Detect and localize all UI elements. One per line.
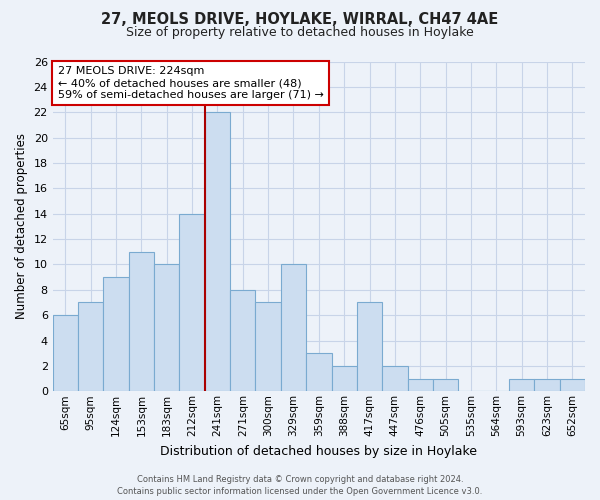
Bar	[281, 264, 306, 392]
Bar	[357, 302, 382, 392]
Text: Contains HM Land Registry data © Crown copyright and database right 2024.
Contai: Contains HM Land Registry data © Crown c…	[118, 475, 482, 496]
X-axis label: Distribution of detached houses by size in Hoylake: Distribution of detached houses by size …	[160, 444, 478, 458]
Bar	[103, 277, 129, 392]
Bar	[154, 264, 179, 392]
Bar	[535, 378, 560, 392]
Bar	[509, 378, 535, 392]
Bar	[560, 378, 585, 392]
Text: 27 MEOLS DRIVE: 224sqm
← 40% of detached houses are smaller (48)
59% of semi-det: 27 MEOLS DRIVE: 224sqm ← 40% of detached…	[58, 66, 324, 100]
Text: Size of property relative to detached houses in Hoylake: Size of property relative to detached ho…	[126, 26, 474, 39]
Y-axis label: Number of detached properties: Number of detached properties	[15, 134, 28, 320]
Bar	[433, 378, 458, 392]
Bar	[230, 290, 256, 392]
Bar	[179, 214, 205, 392]
Bar	[256, 302, 281, 392]
Bar	[205, 112, 230, 392]
Bar	[332, 366, 357, 392]
Bar	[407, 378, 433, 392]
Bar	[53, 315, 78, 392]
Bar	[129, 252, 154, 392]
Bar	[78, 302, 103, 392]
Bar	[382, 366, 407, 392]
Text: 27, MEOLS DRIVE, HOYLAKE, WIRRAL, CH47 4AE: 27, MEOLS DRIVE, HOYLAKE, WIRRAL, CH47 4…	[101, 12, 499, 28]
Bar	[306, 353, 332, 392]
